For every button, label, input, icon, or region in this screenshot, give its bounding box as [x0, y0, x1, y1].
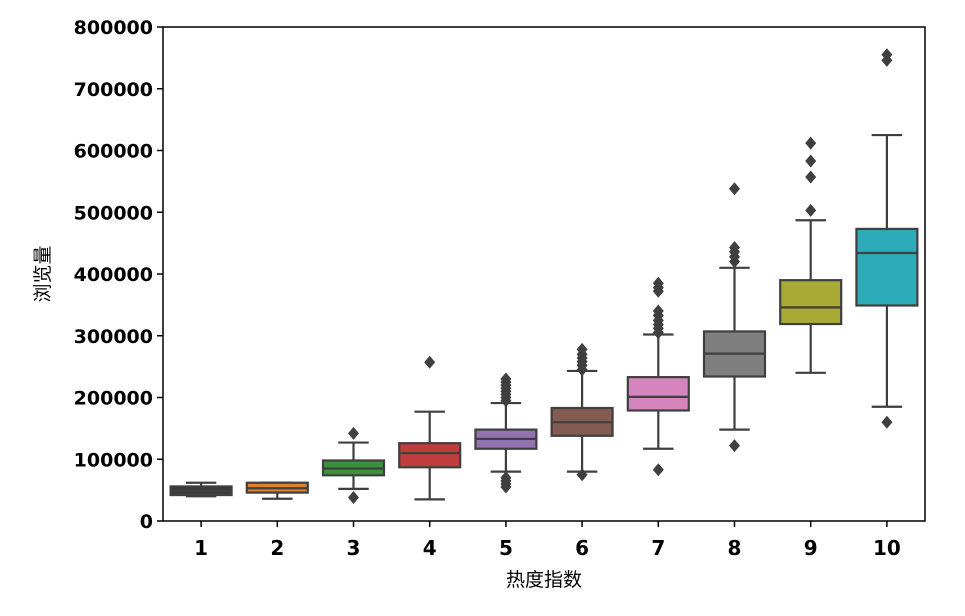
x-axis: 1 2 3 4 5 6 7 8 9 10	[194, 521, 901, 560]
outlier-point	[500, 372, 512, 386]
outlier-point	[805, 170, 817, 184]
y-tick-label: 600000	[74, 141, 153, 163]
outlier-point	[576, 342, 588, 356]
watermark: 知乎 @人工智能-苏西	[727, 567, 940, 592]
y-tick-label: 100000	[74, 449, 153, 471]
outlier-point	[424, 355, 436, 369]
outlier-point	[348, 426, 359, 440]
x-tick-label: 3	[347, 536, 361, 560]
outlier-point	[881, 415, 893, 429]
outlier-point	[729, 182, 740, 196]
y-tick-label: 800000	[74, 17, 153, 39]
x-tick-label: 8	[728, 536, 742, 560]
x-tick-label: 7	[651, 536, 665, 560]
outlier-point	[805, 203, 817, 217]
x-axis-title: 热度指数	[506, 569, 582, 591]
outlier-point	[576, 468, 588, 482]
outlier-point	[805, 154, 817, 168]
outlier-point	[500, 471, 512, 485]
box-iqr	[626, 376, 690, 412]
box-2	[245, 481, 309, 500]
box-iqr	[855, 227, 919, 307]
x-tick-label: 6	[575, 536, 589, 560]
box-iqr	[398, 442, 462, 469]
y-tick-label: 500000	[74, 202, 153, 224]
box-7	[626, 276, 690, 477]
plot-area	[162, 26, 926, 522]
y-tick-label: 700000	[74, 79, 153, 101]
y-tick-label: 0	[140, 511, 153, 533]
outlier-point	[652, 276, 664, 290]
y-tick-label: 400000	[74, 264, 153, 286]
box-6	[550, 342, 614, 482]
box-8	[702, 182, 767, 453]
outlier-point	[805, 136, 817, 150]
outlier-point	[729, 439, 740, 453]
x-tick-label: 10	[873, 536, 901, 560]
x-tick-label: 9	[804, 536, 818, 560]
box-series	[169, 48, 919, 505]
outlier-point	[652, 463, 664, 477]
box-3	[321, 426, 386, 505]
x-tick-label: 2	[270, 536, 284, 560]
y-tick-label: 200000	[74, 388, 153, 410]
outlier-point	[729, 240, 740, 254]
x-tick-label: 5	[499, 536, 513, 560]
box-9	[779, 136, 843, 374]
outlier-point	[881, 48, 893, 62]
box-iqr	[779, 279, 843, 326]
box-4	[398, 355, 462, 501]
box-5	[474, 372, 538, 494]
box-1	[169, 481, 233, 498]
x-tick-label: 1	[194, 536, 208, 560]
x-tick-label: 4	[423, 536, 437, 560]
outlier-point	[348, 491, 359, 505]
y-axis-title: 浏览量	[32, 245, 54, 302]
outlier-point	[652, 304, 664, 318]
box-10	[855, 48, 919, 429]
y-tick-label: 300000	[74, 326, 153, 348]
y-axis: 0 100000 200000 300000 400000 500000 600000 700…	[74, 17, 163, 533]
